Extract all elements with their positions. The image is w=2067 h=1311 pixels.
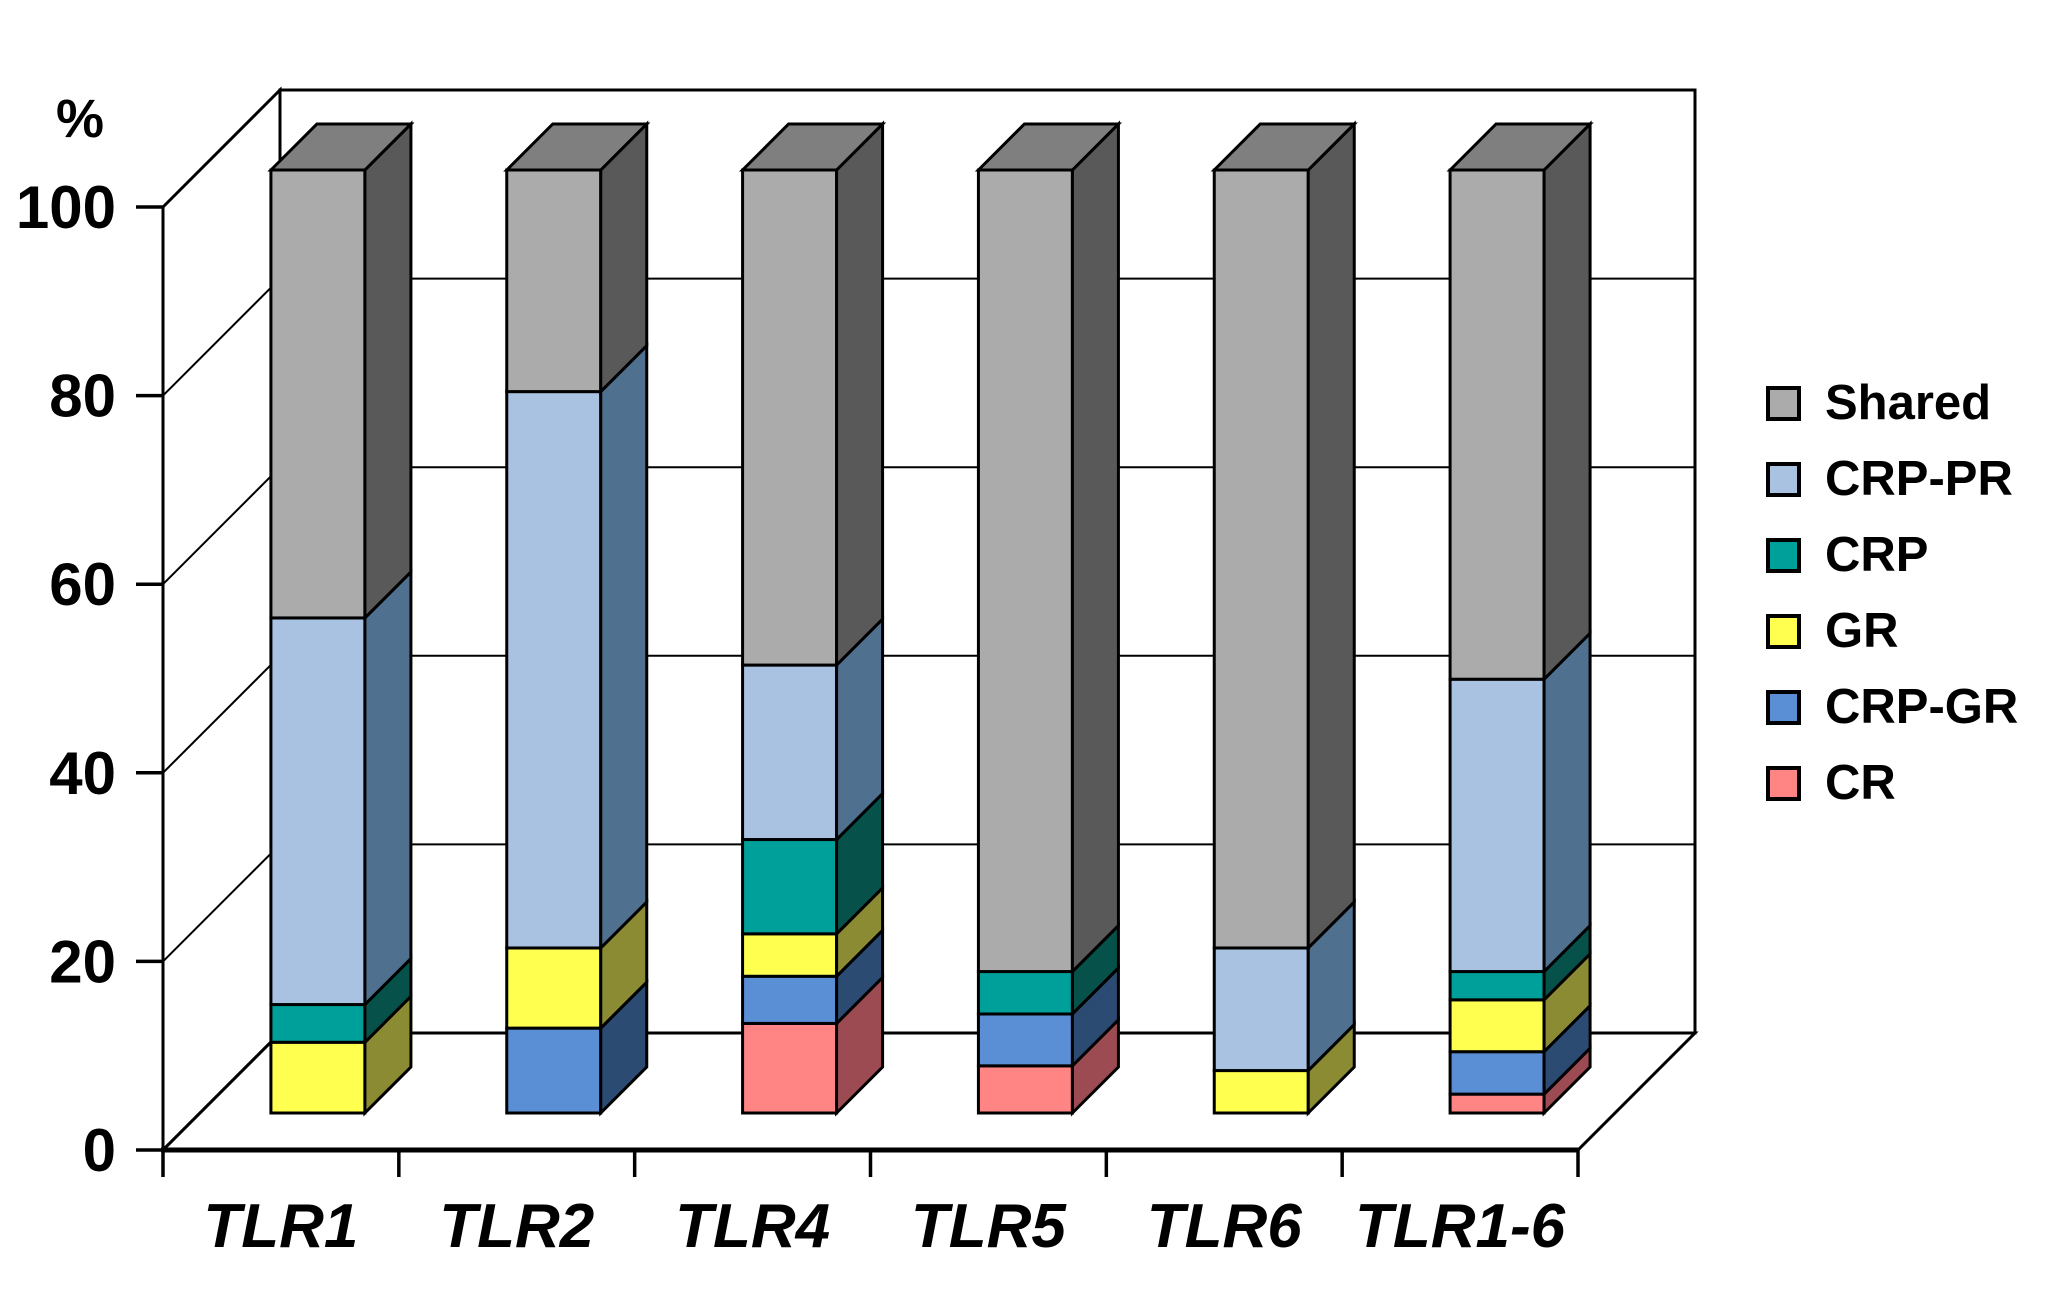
segment-CRP-front [269,1003,367,1044]
left-wall [161,86,282,1154]
segment-CR-front [741,1021,839,1115]
x-category-label: TLR4 [675,1192,830,1261]
segment-Shared-side [1542,120,1592,683]
segment-Shared-front [1212,168,1310,950]
segment-CRP-front [1448,970,1546,1002]
segment-GR-front [269,1040,367,1115]
legend-label: CRP-GR [1825,680,2019,734]
legend-label: CR [1825,756,1896,810]
y-tick-label: 40 [49,740,116,807]
segment-CRP-PR-side [363,568,413,1009]
bar-TLR5 [974,120,1123,1117]
segment-CRP-PR-side [599,341,649,952]
segment-Shared-front [505,168,603,394]
legend-swatch-crp-gr [1766,690,1801,725]
legend-label: Shared [1825,376,1992,430]
segment-CRP-front [741,838,839,936]
legend-swatch-crp [1766,538,1801,573]
segment-GR-front [741,932,839,978]
legend-label: CRP [1825,528,1929,582]
segment-Shared-side [1070,120,1120,976]
bar-TLR1-6 [1446,120,1594,1117]
segment-GR-front [1212,1069,1310,1115]
legend-item-shared: Shared [1766,379,2018,428]
bar-top-face [267,122,415,172]
bar-top-face [738,122,887,172]
y-tick-label: 0 [83,1117,116,1184]
segment-CRP-PR-front [269,616,367,1007]
legend: Shared CRP-PR CRP GR CRP-GR CR [1766,379,2018,842]
legend-swatch-shared [1766,386,1801,421]
legend-item-crp: CRP [1766,531,2018,580]
segment-Shared-side [1306,120,1356,952]
bar-TLR4 [738,120,887,1117]
segment-CRP-GR-front [505,1026,603,1115]
x-category-label: TLR2 [439,1192,594,1261]
legend-item-gr: GR [1766,607,2018,656]
legend-swatch-crp-pr [1766,462,1801,497]
y-tick-label: 100 [16,174,116,241]
legend-swatch-gr [1766,614,1801,649]
segment-Shared-front [741,168,839,667]
x-category-label: TLR1-6 [1355,1192,1566,1261]
segment-CR-front [1448,1092,1546,1115]
legend-label: CRP-PR [1825,452,2013,506]
segment-CRP-GR-front [741,974,839,1025]
segment-CRP-PR-front [1448,677,1546,974]
y-tick-label: 20 [49,928,116,995]
legend-label: GR [1825,604,1899,658]
bar-TLR1 [267,120,415,1117]
bar-top-face [503,122,651,172]
legend-item-cr: CR [1766,759,2018,808]
segment-GR-front [505,946,603,1030]
segment-Shared-side [363,120,413,622]
gridline-wall [162,466,281,585]
segment-CRP-PR-front [505,390,603,950]
segment-GR-front [1448,998,1546,1054]
segment-CRP-PR-side [1542,629,1592,976]
legend-item-crp-pr: CRP-PR [1766,455,2018,504]
gridline-wall [162,843,281,963]
legend-item-crp-gr: CRP-GR [1766,683,2018,732]
gridline-wall [162,277,281,397]
segment-CRP-PR-front [741,663,839,842]
segment-CRP-PR-front [1212,946,1310,1073]
x-category-label: TLR6 [1147,1192,1303,1261]
segment-Shared-front [269,168,367,620]
x-category-label: TLR1 [203,1192,358,1261]
segment-CRP-GR-front [1448,1050,1546,1096]
x-category-label: TLR5 [911,1192,1068,1261]
bar-top-face [1446,122,1594,172]
segment-CR-front [976,1064,1074,1115]
bar-top-face [1210,122,1358,172]
bar-TLR2 [503,120,651,1117]
y-tick-label: 60 [49,551,116,618]
y-tick-label: 80 [49,363,116,430]
legend-swatch-cr [1766,766,1801,801]
segment-Shared-front [1448,168,1546,681]
segment-CRP-GR-front [976,1012,1074,1068]
segment-Shared-front [976,168,1074,974]
bar-TLR6 [1210,120,1358,1117]
segment-CRP-front [976,970,1074,1016]
segment-Shared-side [835,120,885,669]
gridline-wall [162,655,281,774]
y-axis-unit-label: % [56,89,104,149]
bar-top-face [974,122,1123,172]
